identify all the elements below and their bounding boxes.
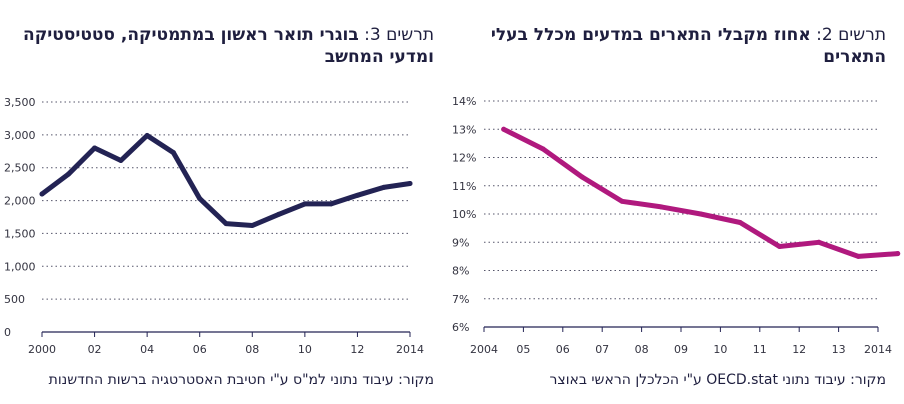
x-tick-label: 10 (298, 343, 312, 356)
y-tick-label: 12% (452, 152, 476, 165)
x-tick-label: 2014 (396, 343, 424, 356)
data-point (197, 196, 203, 202)
data-point (92, 145, 98, 151)
x-tick-label: 2004 (470, 343, 498, 356)
y-tick-label: 3,000 (4, 129, 36, 142)
data-point (328, 201, 334, 207)
y-tick-label: 11% (452, 180, 476, 193)
data-point (407, 180, 413, 186)
y-tick-label: 2,000 (4, 195, 36, 208)
data-point (144, 133, 150, 139)
x-tick-label: 06 (193, 343, 207, 356)
x-tick-label: 06 (556, 343, 570, 356)
data-point (855, 253, 861, 259)
x-tick-label: 08 (245, 343, 259, 356)
x-tick-label: 11 (753, 343, 767, 356)
data-point (302, 201, 308, 207)
chart-title-prefix: תרשים 3: (364, 25, 434, 45)
data-point (39, 191, 45, 197)
y-tick-label: 7% (452, 293, 469, 306)
y-tick-label: 6% (452, 321, 469, 334)
y-tick-label: 10% (452, 208, 476, 221)
x-tick-label: 10 (713, 343, 727, 356)
x-tick-label: 02 (88, 343, 102, 356)
data-point (65, 171, 71, 177)
line-chart-graduates: 3,500 3,000 2,500 2,000 1,500 1,000 500 0 2000 02… (4, 96, 424, 356)
x-tick-label: 12 (350, 343, 364, 356)
data-point (816, 239, 822, 245)
y-tick-label: 9% (452, 236, 469, 249)
data-point (895, 251, 901, 257)
line-chart-science-share: 14% 13% 12% 11% 10% 9% 8% 7% 6%2004 05 06 07 08 09 10 1… (452, 95, 901, 356)
chart-source-graduates: מקור: עיבוד נתוני למ"ס ע"י חטיבת האסטרטג… (48, 372, 434, 388)
x-tick-label: 05 (516, 343, 530, 356)
data-point (223, 221, 229, 227)
x-tick-label: 07 (595, 343, 609, 356)
data-point (580, 174, 585, 180)
y-tick-label: 13% (452, 123, 476, 136)
chart-title-science-share: תרשים 2: אחוז מקבלי התארים במדעים מכלל ב… (466, 24, 886, 68)
data-point (276, 211, 282, 217)
data-point (619, 198, 625, 204)
y-tick-label: 8% (452, 265, 469, 278)
data-point (540, 146, 546, 152)
chart-source-science-share: מקור: עיבוד נתוני OECD.stat ע"י הכלכלן ה… (549, 372, 886, 388)
x-tick-label: 12 (792, 343, 806, 356)
data-point (501, 126, 507, 132)
chart-panel-graduates: תרשים 3: בוגרי תואר ראשון במתמטיקה, סטטי… (4, 24, 434, 388)
y-tick-label: 3,500 (4, 96, 36, 109)
data-point (698, 211, 704, 217)
chart-title-graduates: תרשים 3: בוגרי תואר ראשון במתמטיקה, סטטי… (14, 24, 434, 68)
x-tick-label: 2014 (864, 343, 892, 356)
x-tick-label: 08 (635, 343, 649, 356)
x-tick-label: 09 (674, 343, 688, 356)
data-point (737, 219, 743, 225)
data-point (118, 157, 124, 163)
y-tick-label: 1,000 (4, 260, 36, 273)
y-tick-label: 500 (4, 293, 25, 306)
chart-panel-science-share: תרשים 2: אחוז מקבלי התארים במדעים מכלל ב… (452, 0, 904, 404)
y-tick-label: 1,500 (4, 227, 36, 240)
x-tick-label: 04 (140, 343, 154, 356)
x-tick-label: 13 (832, 343, 846, 356)
data-point (170, 150, 176, 156)
data-point (381, 184, 387, 190)
chart-title-prefix: תרשים 2: (816, 25, 886, 45)
series-line (39, 133, 413, 228)
x-tick-label: 2000 (28, 343, 56, 356)
data-point (354, 192, 360, 198)
data-point (249, 223, 255, 229)
series-line (501, 126, 901, 259)
chart-title-text: בוגרי תואר ראשון במתמטיקה, סטטיסטיקה ומד… (23, 25, 434, 67)
chart-title-text: אחוז מקבלי התארים במדעים מכלל בעלי התארי… (490, 25, 886, 67)
y-tick-label: 14% (452, 95, 476, 108)
data-point (777, 243, 782, 249)
y-tick-label: 2,500 (4, 162, 36, 175)
data-point (658, 204, 664, 210)
y-tick-label: 0 (4, 326, 11, 339)
